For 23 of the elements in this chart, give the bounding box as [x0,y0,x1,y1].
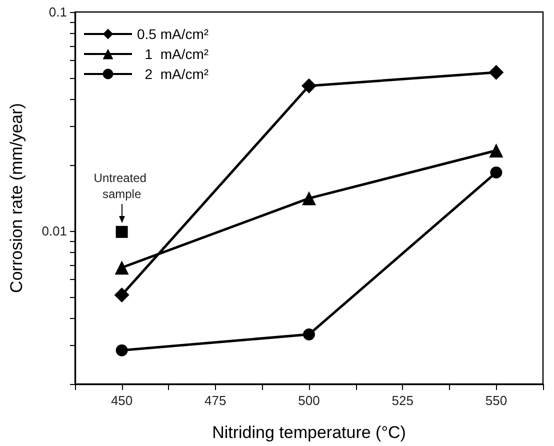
point [302,191,316,206]
legend-label: 2 mA/cm² [137,66,209,82]
point [302,78,316,94]
point [490,166,502,178]
point [114,287,130,302]
x-tick-label: 500 [298,393,320,408]
x-tick-label: 525 [392,393,414,408]
point [116,344,128,356]
point [303,328,315,340]
legend-label: 0.5 mA/cm² [137,26,209,42]
x-tick-label: 550 [485,393,508,408]
x-axis-title: Nitriding temperature (°C) [212,423,406,442]
annotation: Untreated sample [94,170,150,201]
y-tick-label: 0.01 [42,223,67,238]
x-tick-label: 450 [110,393,133,408]
legend-label: 1 mA/cm² [137,46,209,62]
x-tick-label: 475 [204,393,226,408]
point [116,226,128,238]
point [489,144,504,158]
y-tick-label: 0.1 [48,4,67,20]
point [114,260,129,275]
y-axis-title: Corrosion rate (mm/year) [7,103,26,293]
point [488,64,504,80]
